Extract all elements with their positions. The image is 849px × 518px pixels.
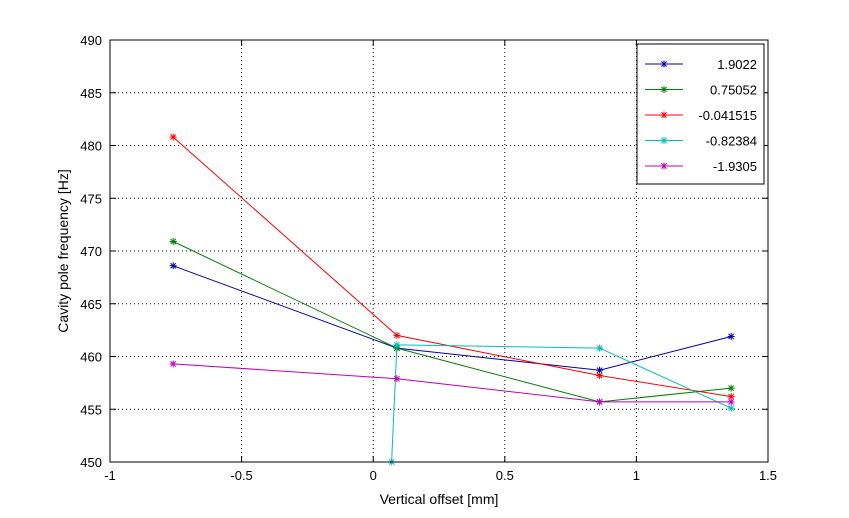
y-tick-label: 470 [80, 244, 102, 259]
legend-marker [660, 86, 668, 93]
series-line [391, 344, 732, 463]
x-tick-label: -0.5 [230, 468, 252, 483]
y-axis-label: Cavity pole frequency [Hz] [55, 169, 71, 332]
legend-marker [660, 111, 668, 119]
data-point [169, 360, 177, 368]
y-tick-label: 485 [80, 86, 102, 101]
data-point [727, 384, 735, 392]
legend-box [636, 43, 765, 185]
tick-marks [109, 39, 769, 463]
legend-entry: -1.9305 [645, 159, 757, 174]
y-tick-label: 455 [80, 402, 102, 417]
y-tick-label: 450 [80, 455, 102, 470]
legend-entry: -0.82384 [645, 134, 757, 149]
series-line [172, 136, 732, 398]
data-point [727, 332, 735, 340]
legend-entry: 0.75052 [645, 83, 757, 98]
x-tick-label: 1 [633, 468, 640, 483]
legend-label: -0.82384 [706, 134, 757, 149]
y-tick-label: 480 [80, 139, 102, 154]
x-tick-label: -1 [104, 468, 116, 483]
series-line [173, 265, 732, 371]
data-point [169, 238, 177, 246]
data-point [596, 371, 604, 379]
data-point [596, 398, 604, 406]
legend-marker [660, 60, 668, 68]
series-line [173, 363, 732, 403]
series-3 [169, 133, 735, 401]
legend-label: -1.9305 [713, 159, 757, 174]
data-point [596, 344, 604, 352]
legend-label: 0.75052 [710, 83, 757, 98]
y-tick-label: 475 [80, 191, 102, 206]
x-tick-label: 0 [370, 468, 377, 483]
data-point [169, 262, 177, 270]
data-point [393, 341, 401, 349]
legend-label: -0.041515 [698, 108, 757, 123]
plot-frame [109, 39, 769, 463]
x-tick-labels: -1 -0.5 0 0.5 1 1.5 [104, 468, 777, 483]
legend-entry: -0.041515 [645, 108, 757, 123]
y-tick-labels: 450 455 460 465 470 475 480 485 490 [80, 33, 102, 470]
series-line [172, 241, 732, 403]
series-5 [169, 360, 735, 406]
data-point [596, 366, 604, 374]
legend-marker [660, 137, 668, 144]
data-point [727, 398, 735, 406]
series-layer [169, 133, 735, 466]
legend-label: 1.9022 [717, 57, 757, 72]
x-tick-label: 1.5 [759, 468, 777, 483]
y-tick-label: 465 [80, 297, 102, 312]
data-point [393, 331, 401, 339]
grid-lines [110, 40, 768, 462]
data-point [393, 375, 401, 383]
legend-marker [660, 162, 668, 170]
x-tick-label: 0.5 [496, 468, 514, 483]
data-point [727, 404, 735, 412]
series-4 [388, 341, 735, 466]
legend-entry: 1.9022 [645, 57, 757, 72]
legend: 1.9022 0.75052 -0.041515 -0.82384 -1.9305 [636, 43, 765, 185]
y-tick-label: 460 [80, 350, 102, 365]
y-tick-label: 490 [80, 33, 102, 48]
data-point [169, 133, 177, 141]
x-axis-label: Vertical offset [mm] [380, 491, 499, 507]
